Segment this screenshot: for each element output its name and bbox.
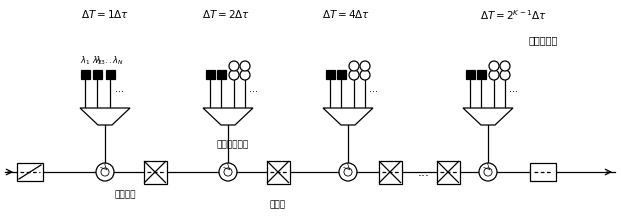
Circle shape xyxy=(229,61,239,71)
Circle shape xyxy=(339,163,357,181)
Bar xyxy=(379,161,402,184)
Circle shape xyxy=(500,61,510,71)
Text: ...: ... xyxy=(369,84,379,94)
Circle shape xyxy=(224,168,232,176)
Text: ...: ... xyxy=(509,84,519,94)
Bar xyxy=(81,70,89,79)
Text: $\lambda_2$: $\lambda_2$ xyxy=(92,54,102,67)
Circle shape xyxy=(240,70,250,80)
Circle shape xyxy=(489,61,499,71)
Bar xyxy=(530,163,556,181)
Text: 光开关: 光开关 xyxy=(270,200,286,209)
Circle shape xyxy=(344,168,352,176)
Circle shape xyxy=(349,70,359,80)
Circle shape xyxy=(349,61,359,71)
Polygon shape xyxy=(323,108,373,125)
Bar xyxy=(17,163,43,181)
Bar xyxy=(325,70,335,79)
Bar xyxy=(106,70,114,79)
Text: 光纤反射镜: 光纤反射镜 xyxy=(528,35,558,45)
Bar xyxy=(93,70,101,79)
Text: ...: ... xyxy=(418,165,430,178)
Circle shape xyxy=(240,61,250,71)
Bar xyxy=(466,70,474,79)
Text: $\Delta T=4\Delta\tau$: $\Delta T=4\Delta\tau$ xyxy=(322,8,370,20)
Circle shape xyxy=(360,61,370,71)
Text: ...: ... xyxy=(250,84,258,94)
Bar xyxy=(437,161,460,184)
Text: ...: ... xyxy=(114,84,124,94)
Circle shape xyxy=(101,168,109,176)
Bar xyxy=(476,70,486,79)
Polygon shape xyxy=(80,108,130,125)
Circle shape xyxy=(489,70,499,80)
Polygon shape xyxy=(463,108,513,125)
Bar xyxy=(337,70,345,79)
Bar xyxy=(143,161,166,184)
Circle shape xyxy=(229,70,239,80)
Text: $\lambda_3..\lambda_N$: $\lambda_3..\lambda_N$ xyxy=(96,54,125,67)
Circle shape xyxy=(500,70,510,80)
Text: $\Delta T=1\Delta\tau$: $\Delta T=1\Delta\tau$ xyxy=(81,8,129,20)
Text: $\lambda_1$: $\lambda_1$ xyxy=(79,54,90,67)
Text: 光环形器: 光环形器 xyxy=(114,190,136,199)
Bar xyxy=(206,70,214,79)
Circle shape xyxy=(484,168,492,176)
Text: $\Delta T=2^{K-1}\Delta\tau$: $\Delta T=2^{K-1}\Delta\tau$ xyxy=(479,8,546,22)
Bar xyxy=(266,161,289,184)
Circle shape xyxy=(96,163,114,181)
Text: $\Delta T=2\Delta\tau$: $\Delta T=2\Delta\tau$ xyxy=(202,8,250,20)
Circle shape xyxy=(219,163,237,181)
Circle shape xyxy=(360,70,370,80)
Circle shape xyxy=(479,163,497,181)
Polygon shape xyxy=(203,108,253,125)
Bar xyxy=(217,70,225,79)
Text: 光波分复用器: 光波分复用器 xyxy=(217,140,249,149)
